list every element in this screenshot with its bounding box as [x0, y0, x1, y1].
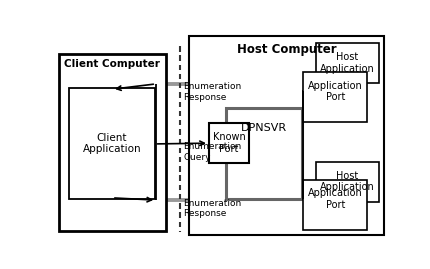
Text: Host Computer: Host Computer	[236, 43, 335, 56]
Bar	[315, 43, 378, 83]
Text: Host
Application: Host Application	[319, 171, 374, 192]
Bar	[315, 162, 378, 202]
Bar	[69, 88, 154, 199]
Text: Client
Application: Client Application	[83, 133, 141, 154]
Bar	[303, 180, 366, 230]
Bar	[225, 108, 301, 199]
Text: Known
Port: Known Port	[212, 132, 245, 154]
Text: DPNSVR: DPNSVR	[240, 123, 286, 133]
Bar	[59, 54, 166, 231]
Text: Enumeration
Query: Enumeration Query	[183, 142, 241, 162]
Text: Enumeration
Response: Enumeration Response	[183, 199, 241, 218]
Bar	[303, 72, 366, 122]
Text: Client Computer: Client Computer	[64, 59, 160, 69]
Bar	[209, 123, 249, 163]
Text: Host
Application: Host Application	[319, 52, 374, 74]
Text: Application
Port: Application Port	[307, 80, 362, 102]
Text: Enumeration
Response: Enumeration Response	[183, 82, 241, 102]
Bar	[188, 36, 383, 235]
Text: Application
Port: Application Port	[307, 188, 362, 210]
